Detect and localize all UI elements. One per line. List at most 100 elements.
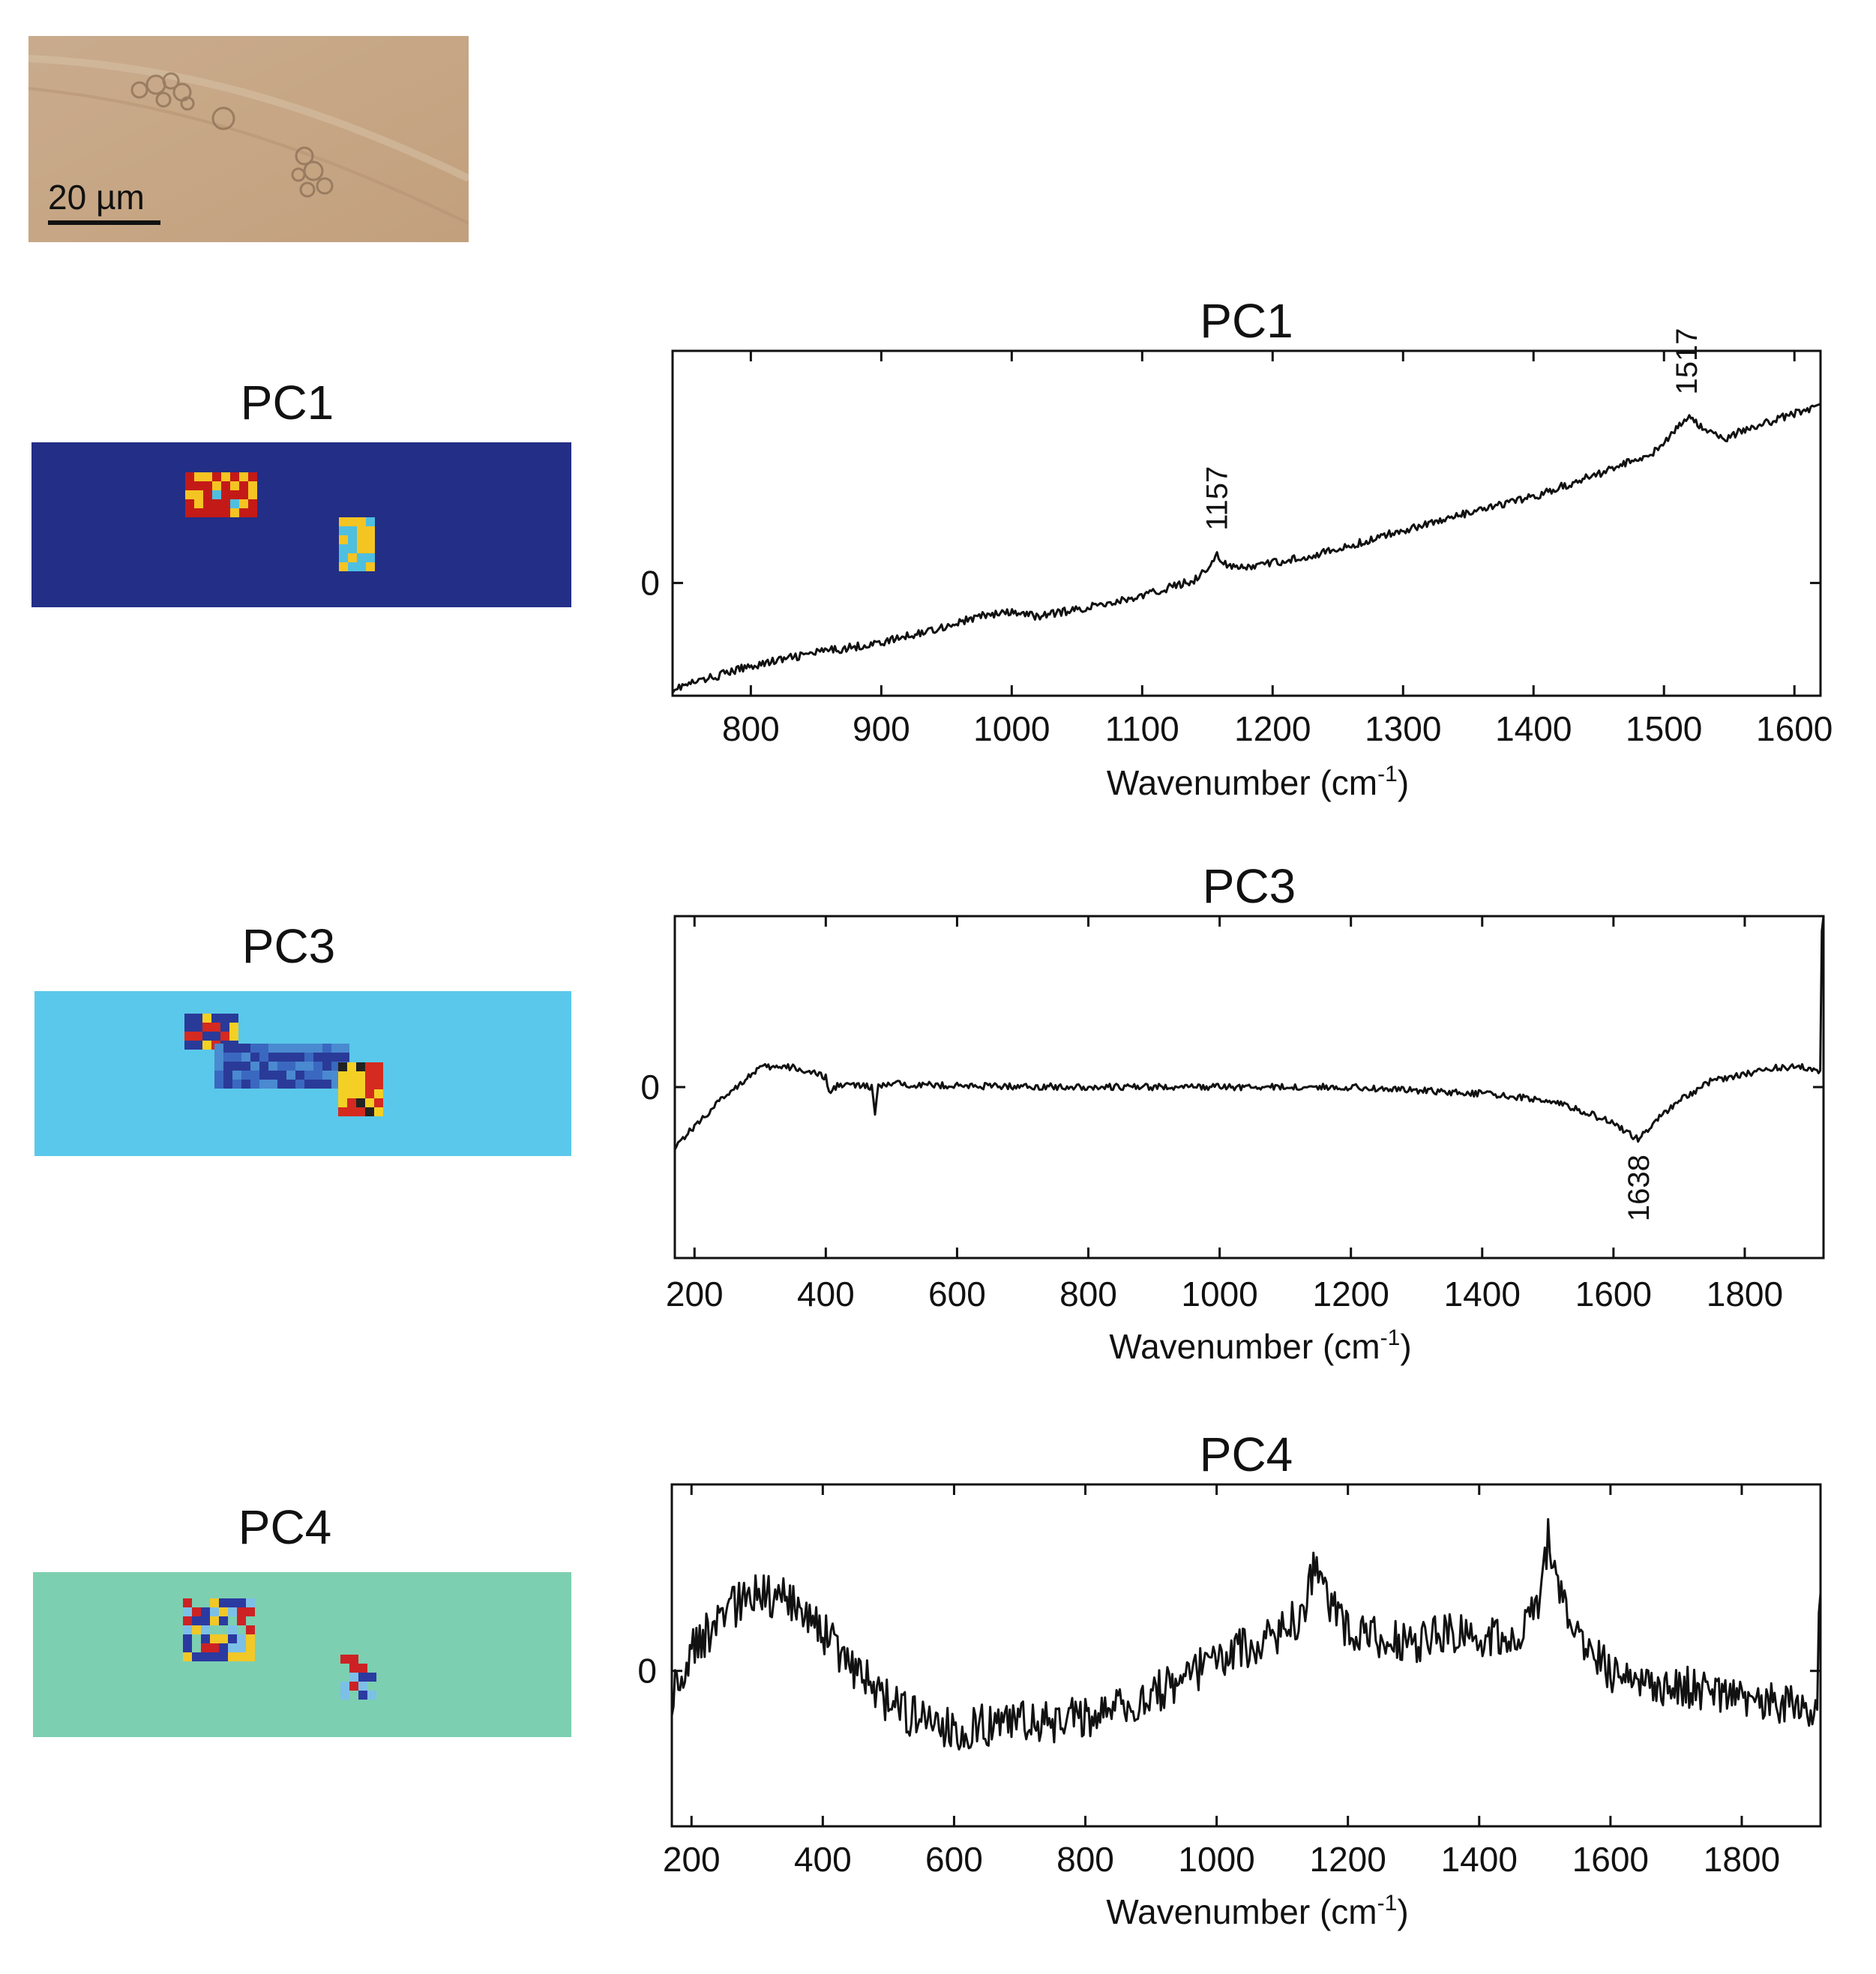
map-pixel (347, 1107, 356, 1116)
map-pixel (194, 490, 203, 499)
map-pixel (202, 1014, 211, 1023)
map-pixel (286, 1044, 295, 1053)
map-title-pc3: PC3 (241, 919, 336, 973)
x-axis-label: Wavenumber (cm-1) (1107, 762, 1409, 802)
map-pixel (340, 1682, 349, 1691)
micrograph-texture (28, 36, 469, 242)
map-pixel (230, 481, 239, 490)
peak-annotation: 1517 (1671, 328, 1704, 394)
map-pixel (228, 1643, 237, 1652)
pc4-score-map (33, 1572, 571, 1737)
map-pixel (230, 472, 239, 481)
map-pixel (214, 1062, 223, 1071)
map-title-pc1: PC1 (240, 376, 334, 430)
map-pixel (304, 1053, 313, 1062)
map-pixel (201, 1607, 210, 1616)
map-pixel (356, 1107, 365, 1116)
map-pixel (357, 517, 366, 526)
map-pixel (194, 508, 203, 517)
map-pixel (201, 1625, 210, 1634)
map-pixel (185, 499, 194, 508)
map-pixel (194, 499, 203, 508)
map-pixel (185, 508, 194, 517)
map-pixel (357, 526, 366, 535)
map-pixel (366, 553, 375, 562)
map-pixel (250, 1071, 259, 1080)
map-pixel (322, 1071, 331, 1080)
plot-frame (671, 349, 1822, 697)
chart-title: PC1 (1200, 294, 1293, 348)
map-pixel (221, 499, 230, 508)
map-pixel (228, 1607, 237, 1616)
chart-title: PC4 (1200, 1427, 1293, 1481)
x-tick-label: 800 (1059, 1275, 1117, 1314)
map-pixel (211, 1023, 220, 1032)
map-pixel (286, 1062, 295, 1071)
map-pixel (367, 1691, 376, 1700)
map-pixel (348, 553, 357, 562)
map-pixel (348, 535, 357, 544)
map-pixel (211, 1032, 220, 1041)
scale-bar-label: 20 µm (48, 178, 145, 217)
map-pixel (223, 1053, 232, 1062)
map-pixel (339, 526, 348, 535)
map-pixel (339, 562, 348, 571)
map-pixel (229, 1023, 238, 1032)
map-pixel (228, 1652, 237, 1661)
map-pixel (221, 472, 230, 481)
map-pixel (295, 1071, 304, 1080)
map-pixel (374, 1098, 383, 1107)
map-pixel (304, 1044, 313, 1053)
map-pixel (358, 1682, 367, 1691)
map-pixel (230, 508, 239, 517)
map-pixel (194, 472, 203, 481)
map-pixel (347, 1062, 356, 1071)
map-pixel (248, 472, 257, 481)
x-tick-label: 400 (794, 1840, 852, 1879)
map-pixel (349, 1664, 358, 1673)
map-pixel (295, 1062, 304, 1071)
map-pixel (241, 1044, 250, 1053)
map-pixel (232, 1053, 241, 1062)
map-pixel (374, 1089, 383, 1098)
map-pixel (358, 1664, 367, 1673)
chart-pc1: PC1 800 900 1000 1100 1200 1300 1400 1500 1600 0 Wa… (640, 294, 1833, 802)
map-pixel (250, 1062, 259, 1071)
map-pixel (358, 1673, 367, 1682)
map-pixel (210, 1652, 219, 1661)
map-pixel (259, 1053, 268, 1062)
map-pixel (241, 1053, 250, 1062)
map-pixel (230, 490, 239, 499)
map-pixel (239, 481, 248, 490)
map-pixel (313, 1053, 322, 1062)
map-pixel (248, 481, 257, 490)
map-pixel (183, 1634, 192, 1643)
map-pixel (185, 472, 194, 481)
map-pixel (183, 1625, 192, 1634)
map-pixel (212, 499, 221, 508)
map-pixel (356, 1062, 365, 1071)
map-pixel (210, 1616, 219, 1625)
map-pixel (203, 472, 212, 481)
map-pixel (347, 1071, 356, 1080)
map-pixel (295, 1080, 304, 1089)
map-pixel (339, 553, 348, 562)
map-pixel (322, 1053, 331, 1062)
chart-pc3: PC3 200 400 600 800 1000 1200 1400 1600 1800 0 Wave… (640, 859, 1825, 1366)
y-tick-label: 0 (640, 564, 660, 603)
map-pixel (348, 526, 357, 535)
map-pixel (220, 1023, 229, 1032)
plot-frame (670, 1483, 1822, 1828)
map-pixel (232, 1044, 241, 1053)
map-pixel (250, 1044, 259, 1053)
map-pixel (237, 1616, 246, 1625)
x-tick-label: 1000 (1181, 1275, 1257, 1314)
x-tick-label: 1400 (1444, 1275, 1521, 1314)
x-tick-label: 800 (1056, 1840, 1114, 1879)
x-tick-label: 1500 (1626, 709, 1702, 748)
map-pixel (219, 1598, 228, 1607)
map-pixel (223, 1062, 232, 1071)
map-pixel (277, 1044, 286, 1053)
map-pixel (340, 1691, 349, 1700)
map-pixel (185, 481, 194, 490)
